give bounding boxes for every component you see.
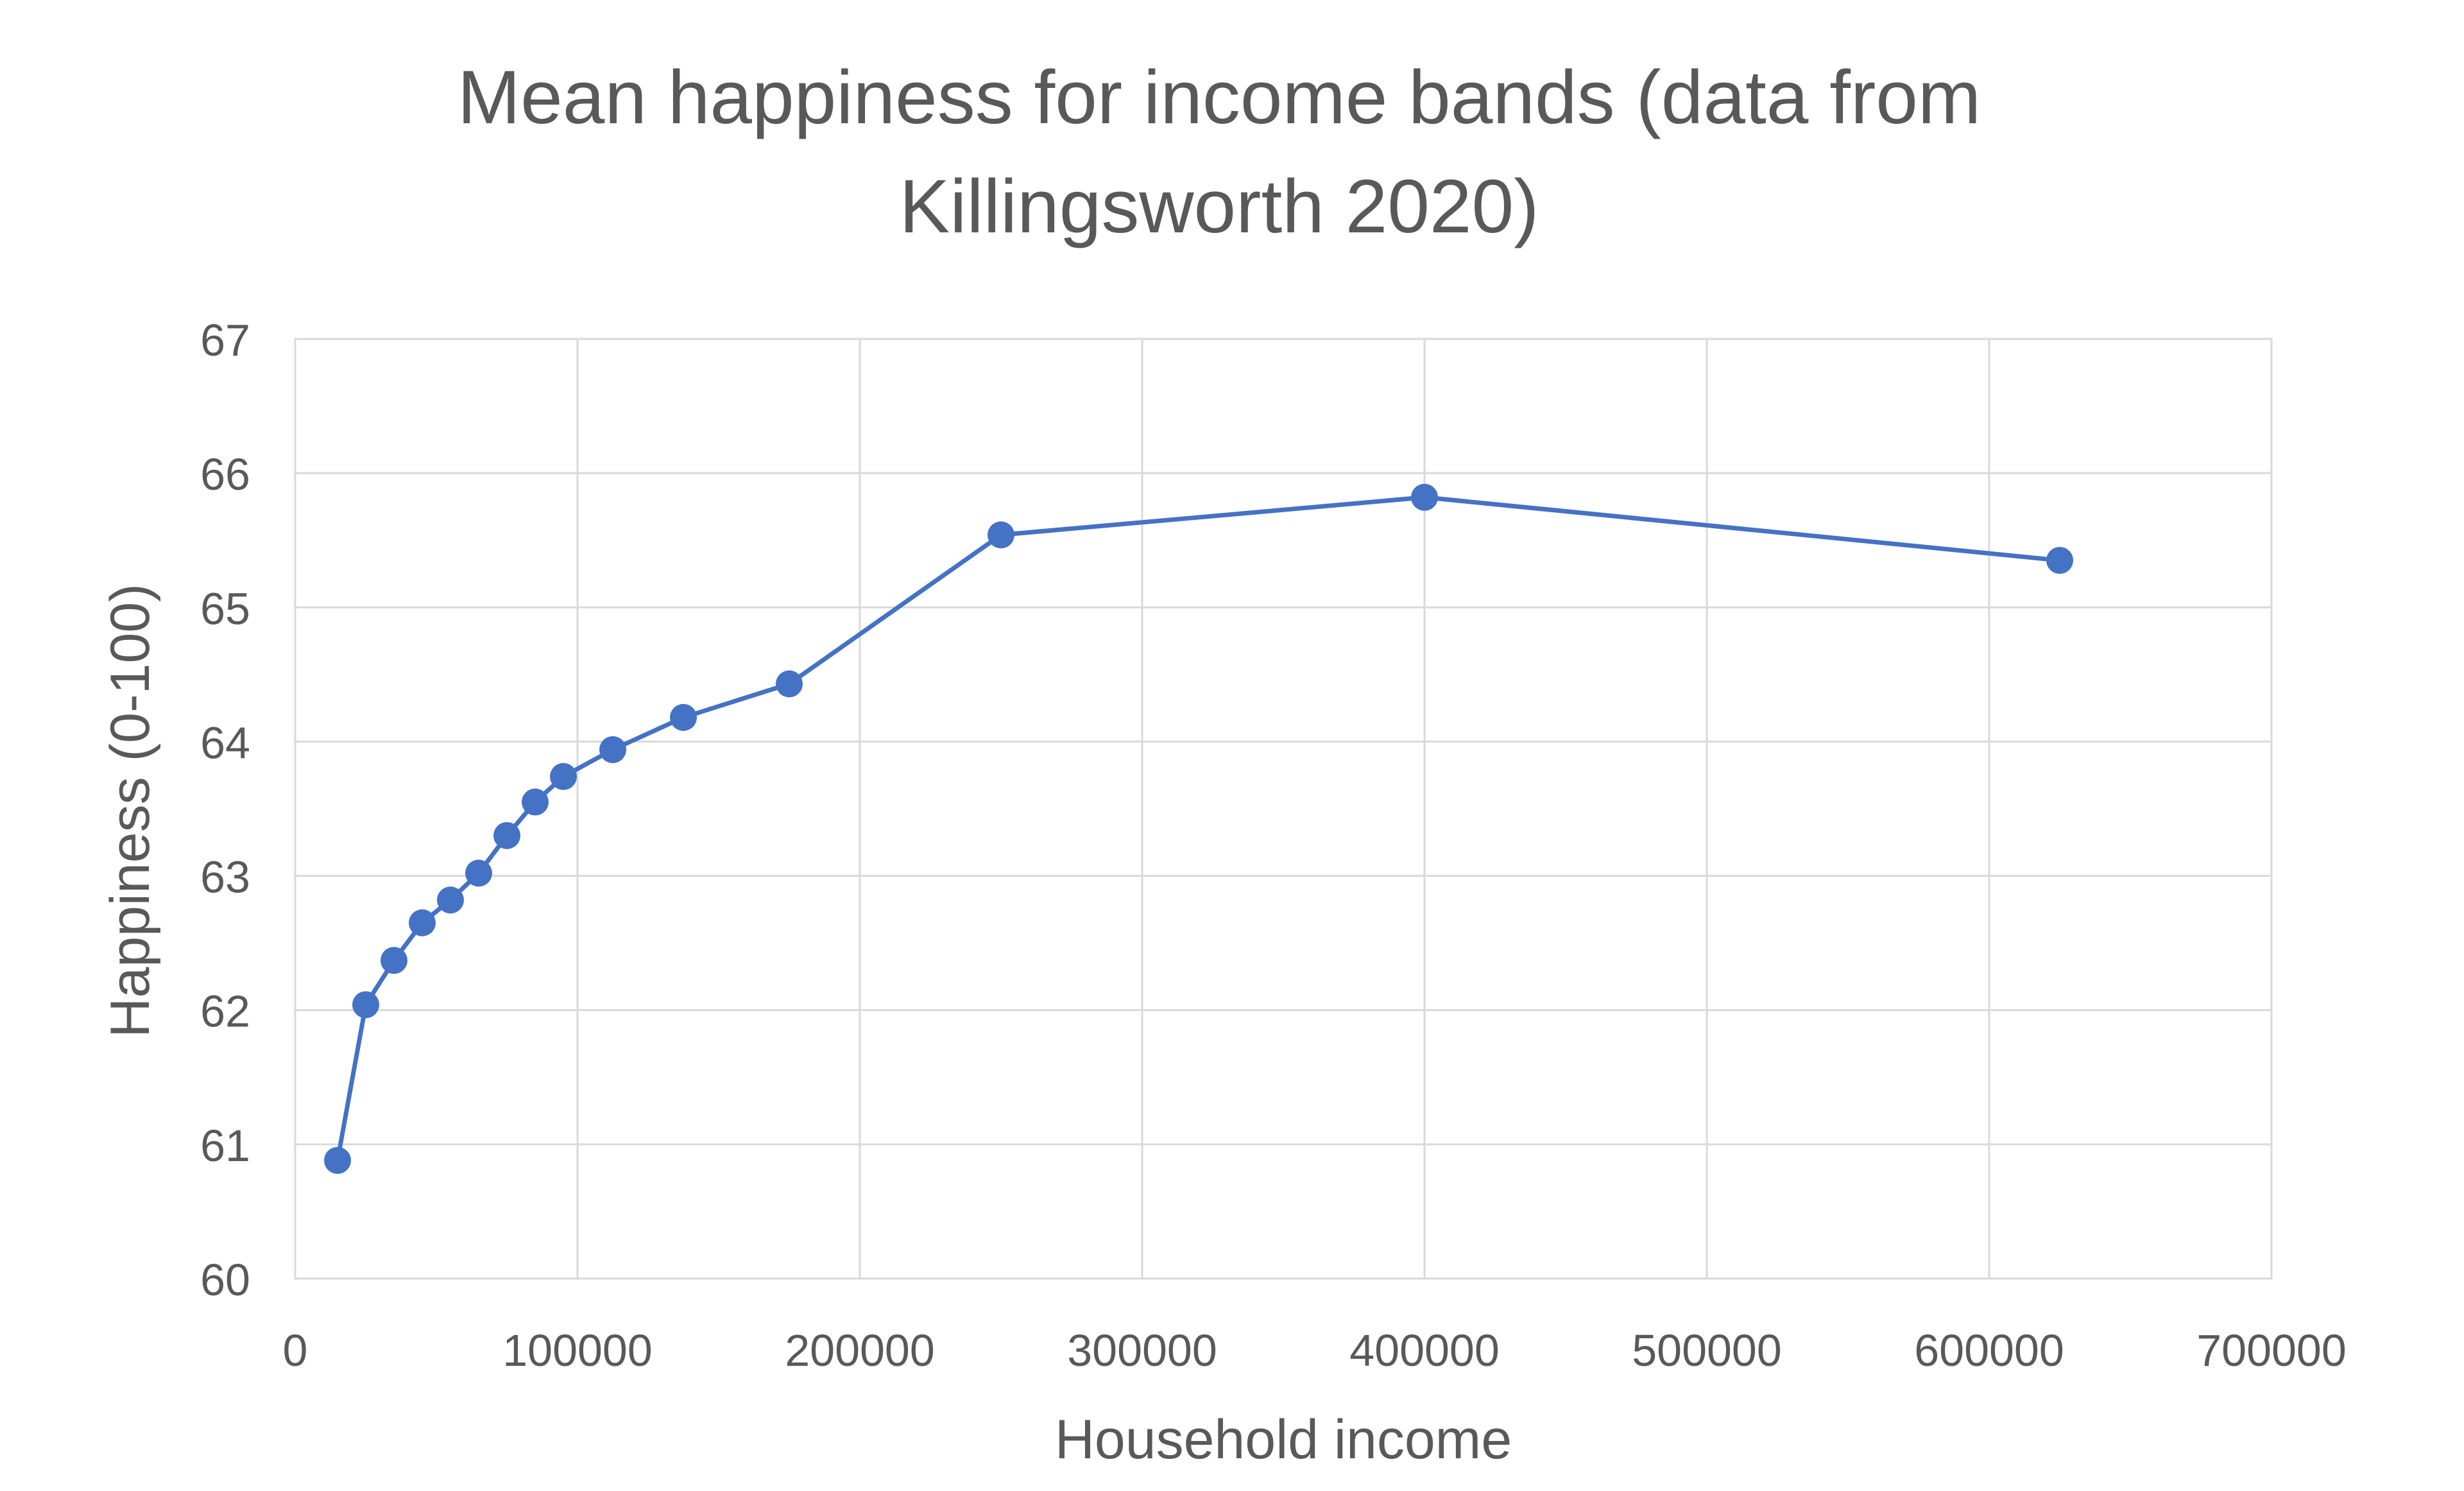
- data-point: [2046, 547, 2073, 574]
- x-tick-label: 300000: [1067, 1325, 1217, 1375]
- y-tick-label: 64: [200, 718, 250, 768]
- tick-labels: 60 61 62 63 64 65 66 67 0 100000 200000 300000 40000…: [200, 315, 2347, 1375]
- data-point: [522, 788, 549, 816]
- data-point: [324, 1146, 351, 1174]
- x-axis-title: Household income: [1055, 1409, 1512, 1470]
- y-tick-label: 65: [200, 583, 250, 633]
- x-tick-label: 100000: [502, 1325, 653, 1375]
- chart-title-line-1: Mean happiness for income bands (data fr…: [458, 55, 1981, 140]
- y-tick-label: 66: [200, 449, 250, 499]
- x-tick-label: 500000: [1632, 1325, 1782, 1375]
- y-tick-label: 62: [200, 987, 250, 1037]
- x-tick-label: 700000: [2196, 1325, 2347, 1375]
- x-tick-label: 600000: [1914, 1325, 2064, 1375]
- data-point: [493, 822, 520, 849]
- data-point: [988, 521, 1014, 549]
- data-point: [670, 703, 697, 731]
- y-tick-label: 63: [200, 852, 250, 902]
- y-tick-label: 67: [200, 315, 250, 365]
- gridlines: [294, 338, 2273, 1280]
- data-point: [352, 991, 379, 1019]
- y-axis-title: Happiness (0-100): [99, 583, 161, 1037]
- plot-area-border: [294, 338, 2273, 1280]
- data-point: [599, 736, 626, 763]
- data-point: [776, 670, 803, 698]
- series-layer: [324, 483, 2073, 1174]
- data-point: [550, 763, 577, 790]
- data-point: [437, 886, 464, 914]
- data-point: [465, 859, 492, 887]
- x-tick-label: 0: [283, 1325, 308, 1375]
- y-tick-label: 61: [200, 1121, 250, 1171]
- y-tick-label: 60: [200, 1255, 250, 1305]
- x-tick-label: 400000: [1349, 1325, 1500, 1375]
- data-point: [381, 947, 407, 974]
- data-point: [409, 909, 436, 936]
- data-point: [1411, 483, 1438, 511]
- chart-title-line-2: Killingsworth 2020): [900, 164, 1539, 249]
- x-tick-label: 200000: [785, 1325, 935, 1375]
- series-line: [335, 495, 2062, 1163]
